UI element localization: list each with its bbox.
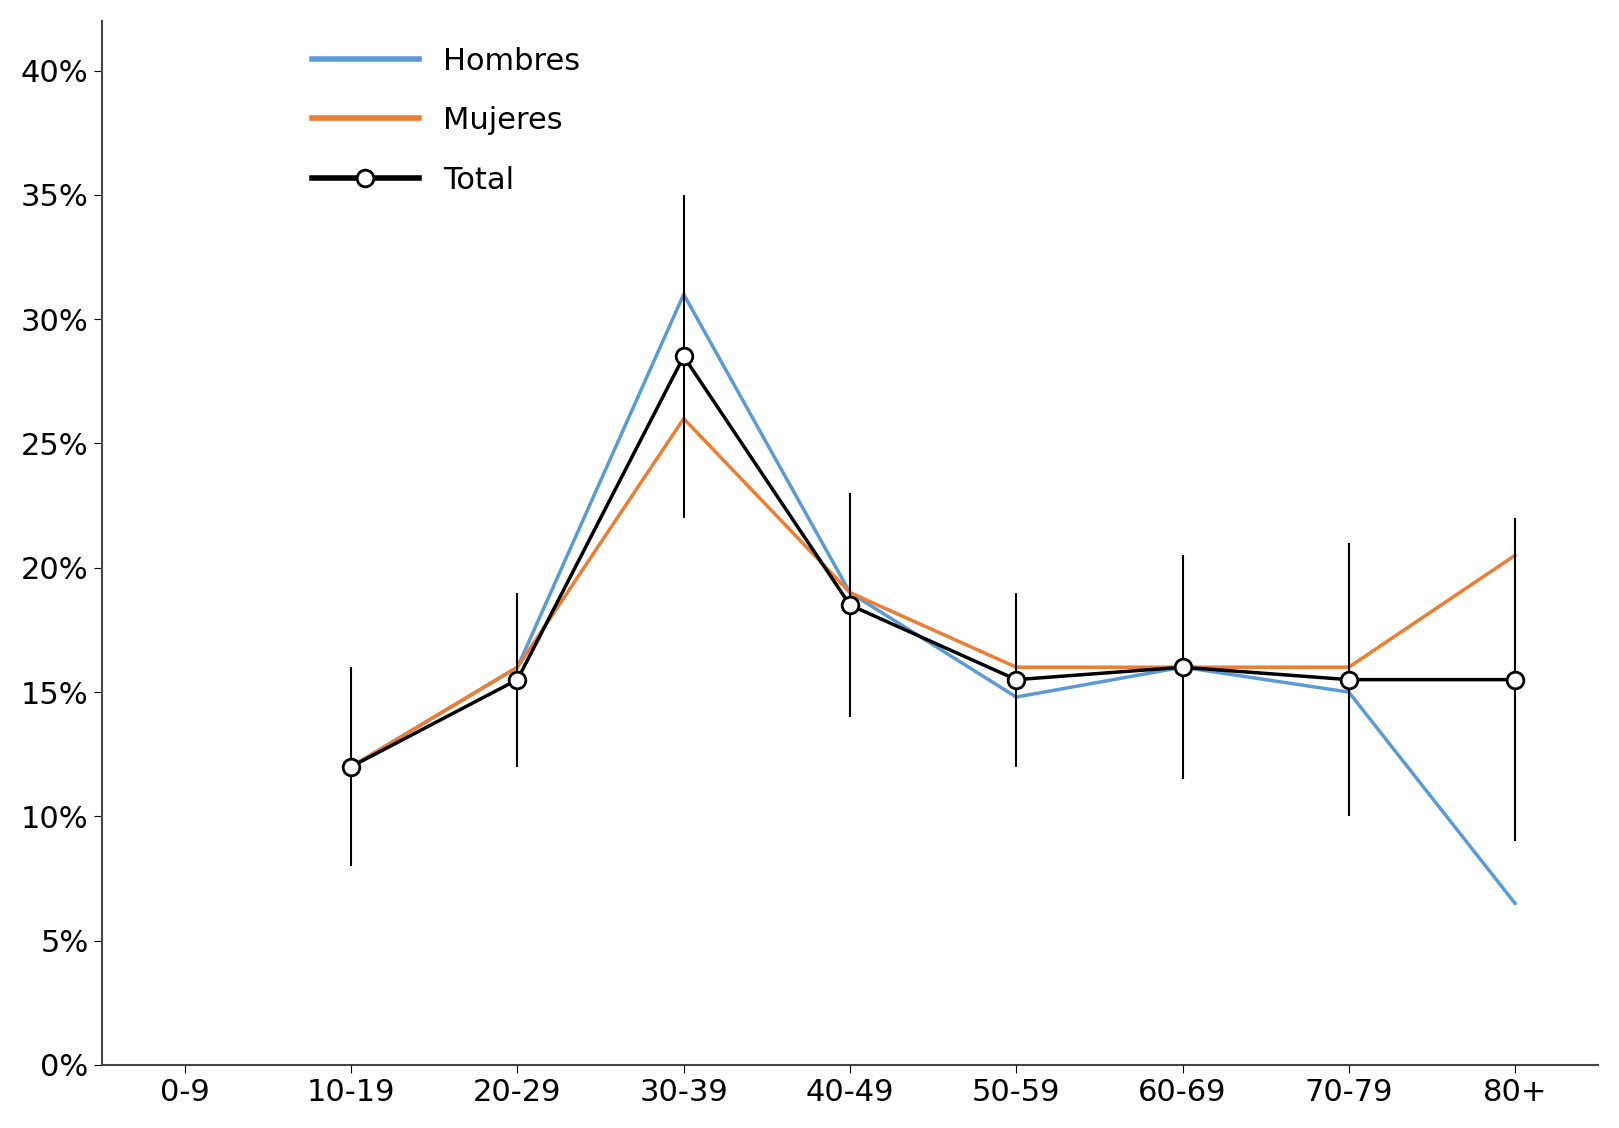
Legend: Hombres, Mujeres, Total: Hombres, Mujeres, Total [311, 46, 580, 195]
